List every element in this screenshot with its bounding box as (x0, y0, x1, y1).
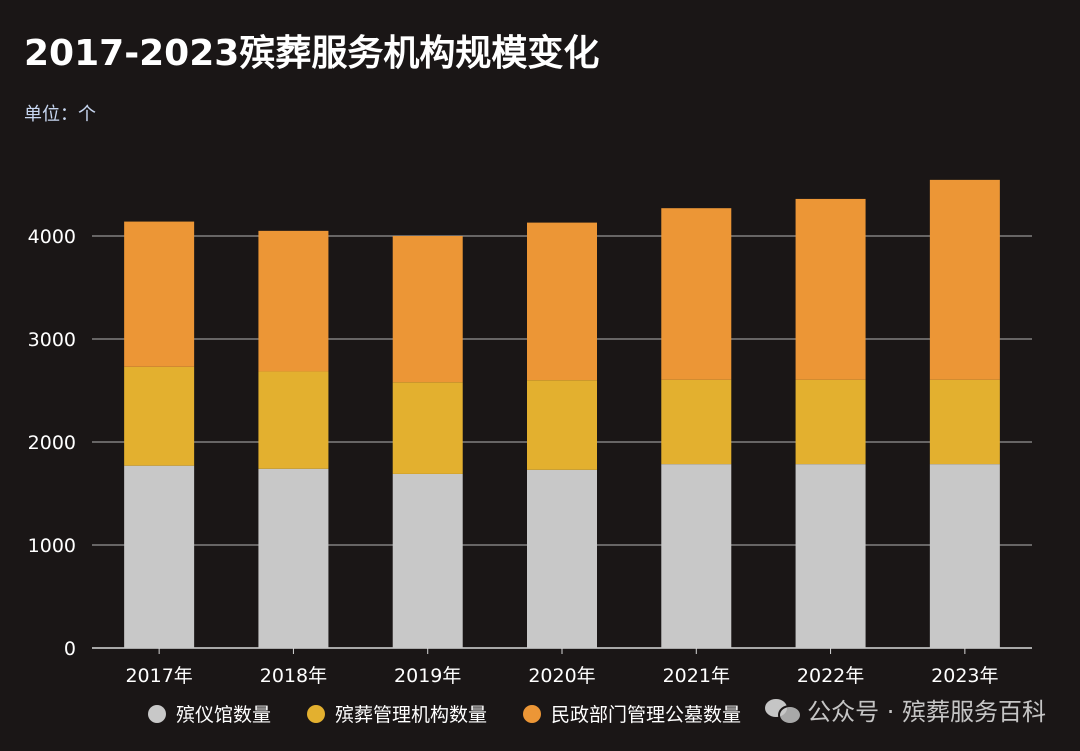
bar-2019年-series-1[interactable] (392, 382, 463, 474)
wechat-icon (765, 697, 803, 725)
legend-label-management-agencies: 殡葬管理机构数量 (335, 704, 488, 726)
y-tick-label-3000: 3000 (28, 329, 76, 351)
bar-2017年-series-2[interactable] (124, 221, 195, 367)
y-tick-label-4000: 4000 (28, 226, 76, 248)
legend-label-funeral-homes: 殡仪馆数量 (176, 704, 272, 726)
bar-2018年-series-2[interactable] (258, 230, 329, 372)
legend-item-public-cemeteries[interactable]: 民政部门管理公墓数量 (523, 700, 741, 727)
x-tick-label-2019年: 2019年 (394, 665, 461, 687)
bar-2018年-series-1[interactable] (258, 371, 329, 469)
unit-label: 单位：个 (24, 104, 96, 125)
x-tick-label-2020年: 2020年 (528, 665, 595, 687)
legend-swatch-public-cemeteries (523, 704, 542, 723)
bar-2022年-series-1[interactable] (795, 379, 866, 465)
bar-2022年-series-2[interactable] (795, 198, 866, 380)
bar-2018年-series-0[interactable] (258, 468, 329, 648)
watermark: 公众号 · 殡葬服务百科 (765, 692, 1046, 727)
bar-2023年-series-2[interactable] (929, 179, 1000, 380)
x-tick-label-2018年: 2018年 (260, 665, 327, 687)
bar-2021年-series-2[interactable] (661, 208, 732, 380)
bar-2023年-series-1[interactable] (929, 379, 1000, 465)
bar-2017年-series-0[interactable] (124, 465, 195, 648)
legend-swatch-funeral-homes (148, 704, 166, 723)
x-tick-label-2017年: 2017年 (125, 665, 192, 687)
bar-2023年-series-0[interactable] (929, 464, 1000, 648)
y-tick-label-1000: 1000 (28, 535, 76, 557)
bar-2017年-series-1[interactable] (124, 366, 195, 466)
legend: 殡仪馆数量 殡葬管理机构数量 民政部门管理公墓数量 (148, 700, 741, 727)
y-tick-label-2000: 2000 (28, 432, 76, 454)
watermark-text: 公众号 · 殡葬服务百科 (807, 698, 1046, 726)
bar-2020年-series-1[interactable] (527, 380, 597, 470)
legend-swatch-management-agencies (307, 704, 326, 723)
bar-2019年-series-2[interactable] (392, 236, 463, 383)
chart-title: 2017-2023殡葬服务机构规模变化 (24, 33, 600, 74)
legend-label-public-cemeteries: 民政部门管理公墓数量 (551, 704, 742, 726)
bar-2021年-series-0[interactable] (661, 464, 732, 648)
y-tick-label-0: 0 (64, 638, 76, 660)
bar-2022年-series-0[interactable] (795, 464, 866, 648)
legend-item-funeral-homes[interactable]: 殡仪馆数量 (148, 700, 271, 727)
bar-2021年-series-1[interactable] (661, 379, 732, 465)
bar-2020年-series-0[interactable] (527, 469, 597, 648)
x-tick-label-2022年: 2022年 (797, 665, 864, 687)
x-tick-label-2023年: 2023年 (931, 665, 998, 687)
bar-2019年-series-0[interactable] (392, 473, 463, 648)
legend-item-management-agencies[interactable]: 殡葬管理机构数量 (307, 700, 487, 727)
x-tick-label-2021年: 2021年 (663, 665, 730, 687)
bar-2020年-series-2[interactable] (527, 222, 597, 381)
